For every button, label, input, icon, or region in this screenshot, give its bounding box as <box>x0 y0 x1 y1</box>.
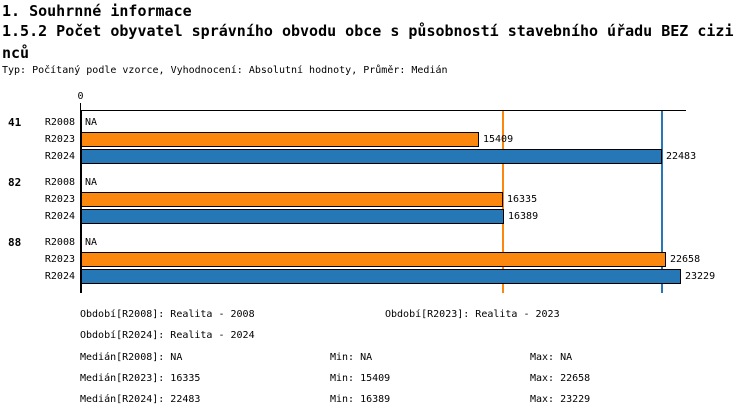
value-label-na: NA <box>85 177 98 188</box>
series-label-R2023: R2023 <box>44 134 75 145</box>
chart-row-41-R2023: R2023 15409 <box>0 132 750 147</box>
axis-top-line <box>80 110 686 111</box>
legend-min-r2023: Min: 15409 <box>330 373 391 384</box>
bar-R2024-88 <box>81 269 681 284</box>
bar-R2023-88 <box>81 252 666 267</box>
bar-R2024-41 <box>81 149 662 164</box>
legend-obdobi-r2008: Období[R2008]: Realita - 2008 <box>80 309 255 320</box>
legend-max-r2024: Max: 23229 <box>530 394 591 405</box>
series-label-R2023: R2023 <box>44 194 75 205</box>
series-label-R2024: R2024 <box>44 211 75 222</box>
reference-line-median-r2023 <box>502 110 504 293</box>
legend-min-r2008: Min: NA <box>330 352 373 363</box>
legend-median-r2023: Medián[R2023]: 16335 <box>80 373 201 384</box>
value-label: 15409 <box>483 134 514 145</box>
series-label-R2024: R2024 <box>44 151 75 162</box>
legend-min-r2024: Min: 16389 <box>330 394 391 405</box>
chart-row-88-R2023: R2023 22658 <box>0 252 750 267</box>
section-title: 1. Souhrnné informace <box>2 2 192 20</box>
series-label-R2024: R2024 <box>44 271 75 282</box>
series-label-R2008: R2008 <box>44 117 75 128</box>
series-label-R2008: R2008 <box>44 177 75 188</box>
value-label-na: NA <box>85 117 98 128</box>
axis-tick-zero-label: 0 <box>77 91 84 102</box>
value-label: 23229 <box>685 271 716 282</box>
legend-max-r2023: Max: 22658 <box>530 373 591 384</box>
legend-median-r2008: Medián[R2008]: NA <box>80 352 183 363</box>
value-label: 22658 <box>670 254 701 265</box>
value-label: 22483 <box>666 151 697 162</box>
group-label-88: 88 <box>8 236 22 249</box>
chart-row-82-R2008: 82 R2008 NA <box>0 175 750 190</box>
axis-tick-mark <box>80 103 81 111</box>
series-label-R2008: R2008 <box>44 237 75 248</box>
value-label: 16335 <box>507 194 538 205</box>
group-label-41: 41 <box>8 116 22 129</box>
group-label-82: 82 <box>8 176 22 189</box>
chart-row-88-R2024: R2024 23229 <box>0 269 750 284</box>
legend-max-r2008: Max: NA <box>530 352 573 363</box>
chart-row-88-R2008: 88 R2008 NA <box>0 235 750 250</box>
indicator-title: 1.5.2 Počet obyvatel správního obvodu ob… <box>2 22 734 62</box>
value-label-na: NA <box>85 237 98 248</box>
meta-line: Typ: Počítaný podle vzorce, Vyhodnocení:… <box>2 65 448 76</box>
bar-R2024-82 <box>81 209 504 224</box>
chart-row-41-R2024: R2024 22483 <box>0 149 750 164</box>
chart-row-82-R2023: R2023 16335 <box>0 192 750 207</box>
reference-line-median-r2024 <box>661 110 663 293</box>
chart-row-41-R2008: 41 R2008 NA <box>0 115 750 130</box>
value-label: 16389 <box>508 211 539 222</box>
series-label-R2023: R2023 <box>44 254 75 265</box>
bar-chart: 0 41 R2008 NA R2023 15409 R2024 22483 82 R2008 NA… <box>0 85 750 300</box>
legend-obdobi-r2023: Období[R2023]: Realita - 2023 <box>385 309 560 320</box>
bar-R2023-82 <box>81 192 503 207</box>
legend-obdobi-r2024: Období[R2024]: Realita - 2024 <box>80 330 255 341</box>
chart-row-82-R2024: R2024 16389 <box>0 209 750 224</box>
bar-R2023-41 <box>81 132 479 147</box>
legend-median-r2024: Medián[R2024]: 22483 <box>80 394 201 405</box>
